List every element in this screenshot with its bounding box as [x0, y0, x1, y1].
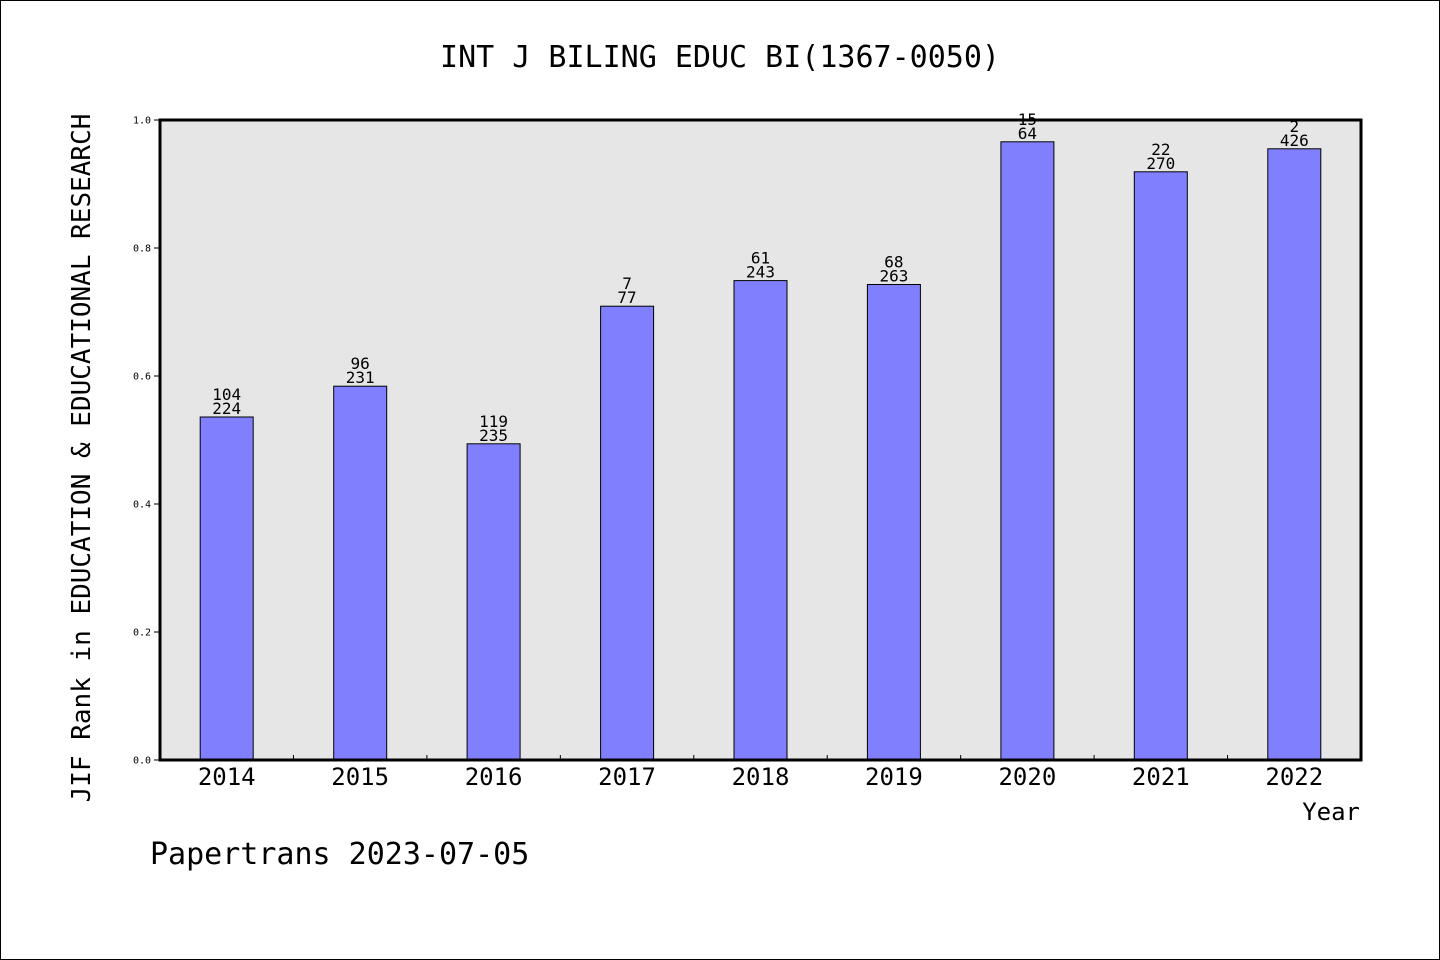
bar-2016: [466, 443, 521, 761]
x-ticks-layer: 2014 2015 2016 2017 2018 2019 2020 2021 2022: [198, 755, 1323, 791]
bar-rank-label: 119: [479, 412, 508, 431]
bar-total-label: 243: [746, 263, 775, 282]
bar-rank-label: 2: [1289, 117, 1299, 136]
y-tick-label: 0.6: [133, 372, 151, 383]
bar-rank-label: 22: [1151, 140, 1170, 159]
bar-2017: [600, 305, 655, 761]
x-tick-label: 2018: [732, 763, 790, 791]
x-tick-label: 2020: [998, 763, 1056, 791]
bar-total-label: 270: [1146, 154, 1175, 173]
bar-total-label: 77: [617, 288, 636, 307]
bar-2021: [1133, 171, 1188, 761]
y-tick-label: 1.0: [133, 116, 151, 127]
x-tick-label: 2017: [598, 763, 656, 791]
y-ticks-layer: 0.0 0.2 0.4 0.6 0.8 1.0: [133, 116, 160, 767]
bar-total-label: 224: [212, 399, 241, 418]
bar-rank-label: 68: [884, 253, 903, 272]
x-axis-label: Year: [1302, 798, 1360, 826]
bar-total-label: 263: [879, 267, 908, 286]
x-tick-label: 2016: [465, 763, 523, 791]
bar-total-label: 426: [1280, 131, 1309, 150]
bar-2015: [333, 385, 388, 761]
bar-2018: [733, 280, 788, 761]
bar-rank-label: 104: [212, 385, 241, 404]
y-tick-label: 0.8: [133, 244, 151, 255]
bar-rank-label: 61: [751, 249, 770, 268]
y-tick-label: 0.4: [133, 500, 151, 511]
footer-text: Papertrans 2023-07-05: [150, 837, 529, 872]
x-tick-label: 2014: [198, 763, 256, 791]
x-tick-label: 2019: [865, 763, 923, 791]
bar-2019: [866, 284, 921, 761]
plot-border: [158, 118, 1363, 762]
y-axis-label: JIF Rank in EDUCATION & EDUCATIONAL RESE…: [67, 114, 97, 803]
bars-layer: 1042249623111923577761243682631564222702…: [199, 110, 1322, 761]
y-tick-label: 0.2: [133, 628, 151, 639]
x-tick-label: 2022: [1265, 763, 1323, 791]
bar-rank-label: 7: [622, 274, 632, 293]
chart-title: INT J BILING EDUC BI(1367-0050): [440, 40, 1000, 75]
bar-2020: [1000, 141, 1055, 761]
bar-total-label: 235: [479, 426, 508, 445]
bar-total-label: 64: [1018, 124, 1037, 143]
x-tick-label: 2021: [1132, 763, 1190, 791]
x-tick-label: 2015: [331, 763, 389, 791]
y-tick-label: 0.0: [133, 756, 151, 767]
bar-2014: [199, 416, 254, 761]
bar-2022: [1267, 148, 1322, 761]
bar-total-label: 231: [346, 368, 375, 387]
bar-rank-label: 96: [351, 354, 370, 373]
